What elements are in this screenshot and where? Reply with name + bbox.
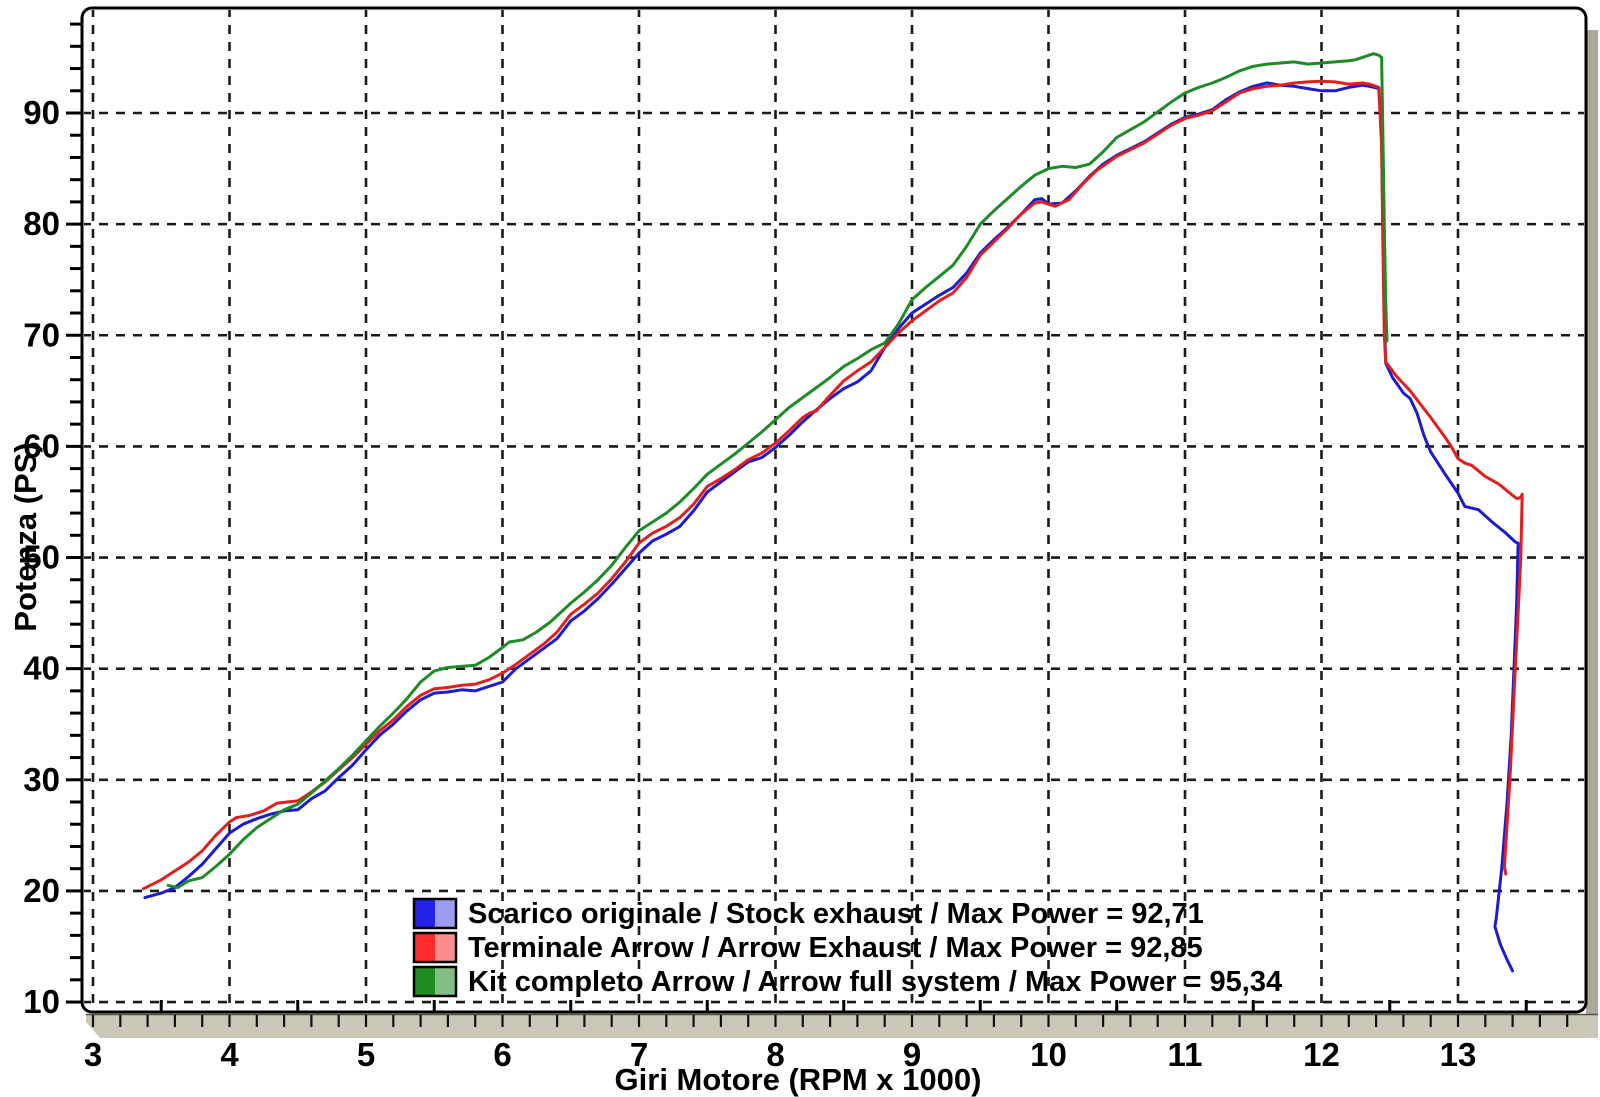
svg-text:7: 7 xyxy=(630,1036,648,1073)
svg-text:11: 11 xyxy=(1168,1036,1203,1073)
legend-swatch-stock-exhaust xyxy=(412,897,458,930)
y-axis-title: Potenza (PS) xyxy=(8,442,43,631)
svg-text:70: 70 xyxy=(23,316,60,353)
legend: Scarico originale / Stock exhaust / Max … xyxy=(412,897,1282,998)
svg-text:13: 13 xyxy=(1440,1036,1477,1073)
svg-text:50: 50 xyxy=(23,539,60,576)
legend-label-arrow-full-system: Kit completo Arrow / Arrow full system /… xyxy=(468,966,1282,998)
svg-text:3: 3 xyxy=(84,1036,102,1073)
legend-swatch-arrow-full-system xyxy=(412,965,458,998)
svg-text:8: 8 xyxy=(766,1036,784,1073)
legend-label-stock-exhaust: Scarico originale / Stock exhaust / Max … xyxy=(468,898,1204,930)
svg-text:12: 12 xyxy=(1303,1036,1340,1073)
svg-text:6: 6 xyxy=(493,1036,511,1073)
svg-text:80: 80 xyxy=(23,205,60,242)
svg-text:60: 60 xyxy=(23,427,60,464)
svg-text:40: 40 xyxy=(23,650,60,687)
svg-text:90: 90 xyxy=(23,94,60,131)
legend-swatch-arrow-exhaust xyxy=(412,931,458,964)
x-axis-title: Giri Motore (RPM x 1000) xyxy=(615,1062,982,1097)
svg-text:10: 10 xyxy=(23,983,60,1020)
svg-text:5: 5 xyxy=(357,1036,375,1073)
legend-label-arrow-exhaust: Terminale Arrow / Arrow Exhaust / Max Po… xyxy=(468,932,1203,964)
series-line-stock-exhaust xyxy=(143,81,1520,973)
svg-text:10: 10 xyxy=(1030,1036,1067,1073)
svg-text:4: 4 xyxy=(220,1036,239,1073)
svg-text:30: 30 xyxy=(23,761,60,798)
svg-text:20: 20 xyxy=(23,872,60,909)
series-line-arrow-exhaust xyxy=(142,79,1524,891)
svg-text:9: 9 xyxy=(903,1036,921,1073)
series-line-arrow-full-system xyxy=(166,52,1389,890)
